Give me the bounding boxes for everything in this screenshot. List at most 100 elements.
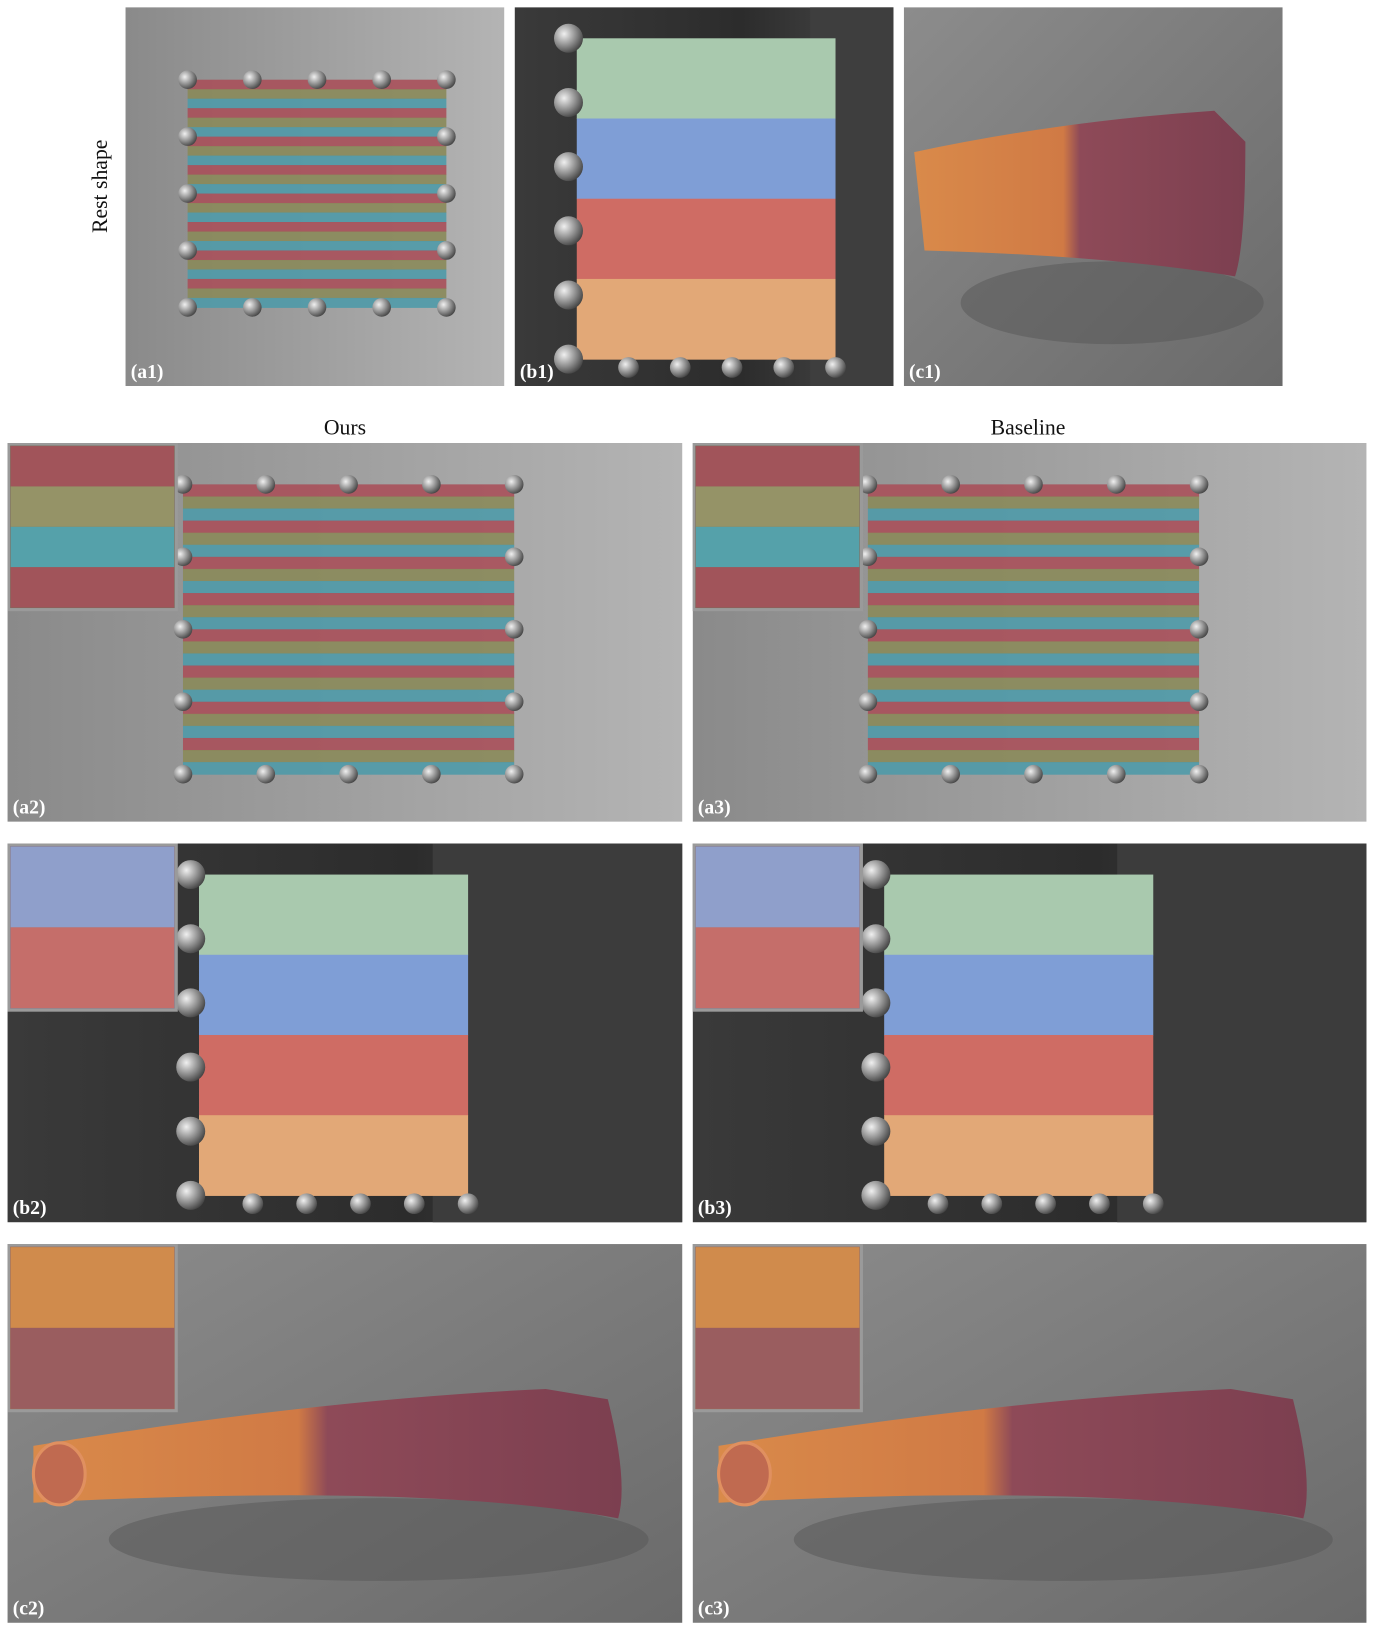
pin-sphere	[554, 216, 583, 246]
wall-shadow	[1117, 843, 1367, 1223]
panel-label: (a3)	[698, 797, 731, 819]
panel: (a3)	[692, 442, 1367, 822]
knit-stripe	[867, 689, 1200, 703]
knit-stripe	[187, 203, 447, 214]
knit-stripe	[867, 593, 1200, 606]
panel: (b1)	[514, 7, 894, 387]
pin-sphere	[861, 1116, 891, 1146]
pin-sphere	[1189, 547, 1209, 567]
pin-sphere	[858, 619, 878, 639]
knit-stripe	[182, 617, 515, 630]
panel-content	[903, 7, 1283, 387]
knit-stripe	[867, 750, 1200, 763]
pin-sphere	[437, 70, 456, 90]
knit-stripe	[187, 146, 447, 157]
knit-stripe	[182, 653, 515, 667]
pin-sphere	[858, 547, 878, 567]
pin-sphere	[178, 127, 197, 146]
pin-sphere	[437, 184, 456, 203]
pin-sphere	[296, 1193, 317, 1215]
knit-stripe	[182, 629, 515, 642]
tube-opening	[717, 1441, 772, 1507]
knit-stripe	[187, 193, 447, 204]
inset-band	[695, 526, 860, 568]
pin-sphere	[457, 1193, 479, 1215]
knit-tube	[33, 1388, 622, 1519]
knit-stripe	[867, 629, 1200, 642]
panel-label: (b3)	[698, 1197, 732, 1219]
knit-band	[199, 874, 469, 956]
panel-label: (b2)	[13, 1197, 47, 1219]
pin-sphere	[861, 924, 891, 954]
knit-stripe	[867, 580, 1200, 594]
pin-sphere	[504, 547, 524, 567]
knit-stripe	[187, 240, 447, 251]
panel-content	[7, 843, 683, 1223]
pin-sphere	[858, 692, 878, 712]
knit-tube	[914, 110, 1246, 277]
knit-stripe	[867, 520, 1200, 534]
panel-content	[125, 7, 505, 387]
panel: (c3)	[692, 1244, 1367, 1623]
pin-sphere	[173, 764, 193, 784]
pin-sphere	[554, 344, 583, 374]
knit-stripe	[187, 155, 447, 166]
pin-sphere	[1024, 764, 1043, 784]
pin-sphere	[176, 1180, 206, 1210]
knit-stripe	[187, 89, 447, 100]
pin-sphere	[242, 70, 262, 90]
panel: (a2)	[7, 442, 683, 822]
pin-sphere	[256, 475, 276, 494]
pin-sphere	[1142, 1193, 1164, 1215]
pin-sphere	[1024, 475, 1043, 494]
pin-sphere	[618, 357, 639, 378]
knit-stripe	[182, 737, 515, 751]
pin-sphere	[339, 475, 358, 494]
inset-band	[695, 1247, 860, 1328]
knit-stripe	[182, 532, 515, 546]
inset-band	[10, 1247, 175, 1328]
pin-sphere	[242, 298, 262, 317]
knit-stripe	[182, 556, 515, 570]
panel-label: (c3)	[698, 1598, 730, 1620]
pin-sphere	[858, 764, 878, 784]
inset-band	[695, 1327, 860, 1409]
panels: (a1) (b1) (c1) (a2) (a3) (b2) (b3) (c2) (c3)	[7, 7, 1367, 1623]
pin-sphere	[403, 1193, 425, 1215]
knit-stripe	[867, 568, 1200, 582]
pin-sphere	[437, 298, 456, 317]
inset-band	[10, 526, 175, 568]
pin-sphere	[1189, 619, 1209, 639]
pin-sphere	[173, 692, 193, 712]
pin-sphere	[981, 1193, 1003, 1215]
pin-sphere	[1106, 764, 1126, 784]
knit-stripe	[867, 677, 1200, 691]
knit-stripe	[867, 713, 1200, 727]
pin-sphere	[372, 70, 391, 90]
pin-sphere	[1189, 764, 1209, 784]
knit-stripe	[182, 750, 515, 763]
knit-stripe	[182, 641, 515, 654]
knit-stripe	[187, 98, 447, 109]
pin-sphere	[941, 764, 960, 784]
pin-sphere	[554, 87, 583, 117]
floor-shadow	[108, 1498, 649, 1581]
panel-content	[7, 1244, 683, 1623]
pin-sphere	[176, 1052, 206, 1082]
knit-stripe	[867, 701, 1200, 715]
inset-band	[695, 846, 860, 928]
knit-stripe	[182, 568, 515, 582]
pin-sphere	[825, 357, 846, 378]
pin-sphere	[554, 152, 583, 182]
pin-sphere	[669, 357, 691, 378]
pin-sphere	[176, 1116, 206, 1146]
knit-band	[199, 1034, 469, 1116]
pin-sphere	[773, 357, 795, 378]
pin-sphere	[173, 475, 193, 494]
knit-tube	[718, 1388, 1307, 1519]
pin-sphere	[242, 1193, 264, 1215]
knit-stripe	[182, 689, 515, 703]
panel-content	[692, 843, 1367, 1223]
pin-sphere	[554, 280, 583, 310]
